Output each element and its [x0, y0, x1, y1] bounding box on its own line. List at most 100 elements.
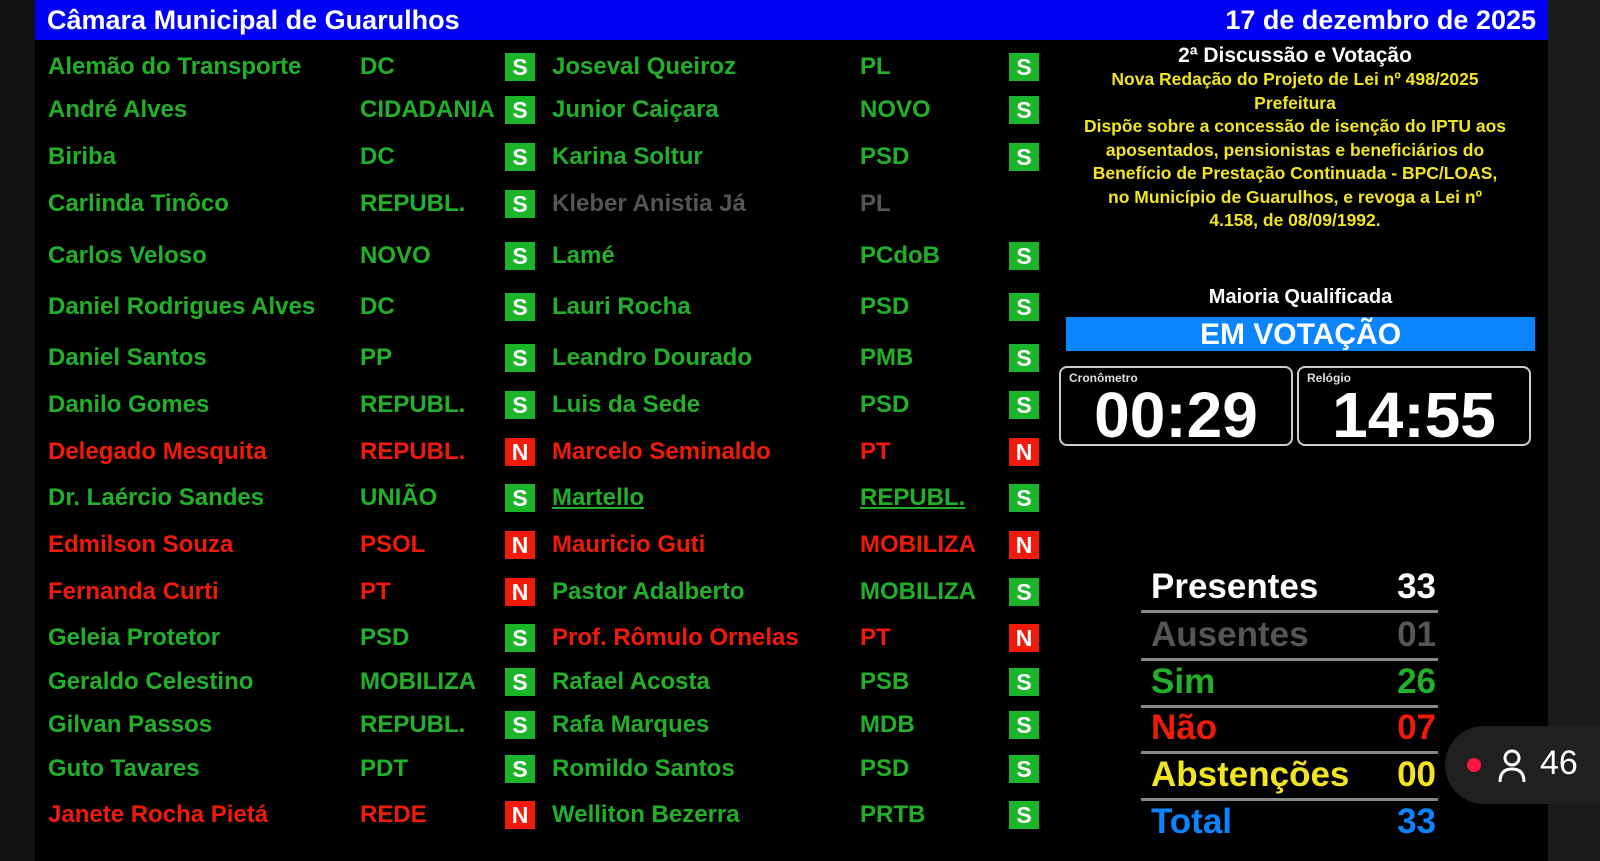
stat-total: Total 33: [1141, 799, 1438, 845]
vote-badge: N: [505, 801, 535, 829]
councillor-party: PT: [860, 438, 891, 465]
stat-value: 01: [1397, 615, 1436, 654]
bill-info: 2ª Discussão e Votação Nova Redação do P…: [1050, 44, 1540, 233]
vote-badge: S: [505, 143, 535, 171]
clock-label: Relógio: [1307, 371, 1351, 385]
live-dot-icon: [1467, 758, 1481, 772]
councillor-party: PRTB: [860, 801, 926, 828]
vote-badge: S: [505, 190, 535, 218]
councillor-name: Edmilson Souza: [48, 531, 234, 558]
vote-badge: S: [505, 53, 535, 81]
councillor-name: Karina Soltur: [552, 143, 703, 170]
councillor-party: DC: [360, 143, 395, 170]
councillor-party: MDB: [860, 711, 915, 738]
councillor-party: REDE: [360, 801, 427, 828]
councillor-name: Daniel Rodrigues Alves: [48, 293, 316, 320]
councillor-party: REPUBL.: [360, 391, 466, 418]
vote-badge: S: [1009, 143, 1039, 171]
councillor-party: PSOL: [360, 531, 426, 558]
councillor-party: PMB: [860, 344, 914, 371]
councillor-party: DC: [360, 53, 395, 80]
vote-badge: S: [1009, 801, 1039, 829]
councillor-name: Carlos Veloso: [48, 242, 207, 269]
councillor-party: PP: [360, 344, 393, 371]
councillor-name: Rafa Marques: [552, 711, 710, 738]
vote-badge: N: [1009, 531, 1039, 559]
councillor-party: MOBILIZA: [860, 531, 976, 558]
bill-text-line: Dispõe sobre a concessão de isenção do I…: [1083, 116, 1507, 136]
vote-badge: S: [505, 96, 535, 124]
councillor-party: PSD: [860, 293, 910, 320]
councillor-name: Alemão do Transporte: [48, 53, 302, 80]
councillor-name: Rafael Acosta: [552, 668, 710, 695]
councillor-name: Romildo Santos: [552, 755, 735, 782]
chronometer-value: 00:29: [1094, 379, 1258, 451]
session-type: 2ª Discussão e Votação: [1178, 44, 1412, 67]
councillor-party: PL: [860, 53, 891, 80]
vote-badge: N: [1009, 438, 1039, 466]
vote-badge: S: [1009, 293, 1039, 321]
councillor-name: Guto Tavares: [48, 755, 200, 782]
councillor-name: Geraldo Celestino: [48, 668, 254, 695]
stat-label: Abstenções: [1151, 755, 1350, 794]
councillor-name: Fernanda Curti: [48, 578, 219, 605]
vote-badge: N: [505, 438, 535, 466]
voting-status-banner: EM VOTAÇÃO: [1066, 317, 1535, 351]
vote-badge: S: [505, 711, 535, 739]
vote-badge: S: [1009, 391, 1039, 419]
councillor-party: PL: [860, 190, 891, 217]
vote-badge: S: [505, 668, 535, 696]
bill-text-line: aposentados, pensionistas e beneficiário…: [1105, 139, 1485, 160]
councillor-name: Danilo Gomes: [48, 391, 210, 418]
stat-label: Ausentes: [1151, 615, 1309, 654]
stat-label: Não: [1151, 708, 1218, 747]
councillor-party: REPUBL.: [360, 190, 466, 217]
bill-text-line: 4.158, de 08/09/1992.: [1209, 210, 1381, 230]
vote-badge: N: [505, 531, 535, 559]
clock: Relógio 14:55: [1297, 366, 1531, 450]
councillor-name: Kleber Anistia Já: [552, 190, 746, 217]
councillor-party: REPUBL.: [360, 438, 466, 465]
councillor-party: REPUBL.: [360, 711, 466, 738]
vote-badge: S: [505, 484, 535, 512]
councillor-name: Carlinda Tinôco: [48, 190, 229, 217]
councillor-party: PCdoB: [860, 242, 940, 269]
vote-badge: S: [505, 242, 535, 270]
vote-badge: S: [1009, 242, 1039, 270]
vote-badge: S: [1009, 484, 1039, 512]
vote-badge: S: [1009, 53, 1039, 81]
stat-value: 26: [1397, 662, 1436, 701]
stat-label: Presentes: [1151, 567, 1319, 606]
councillor-party: PDT: [360, 755, 408, 782]
councillor-name: Welliton Bezerra: [552, 801, 740, 828]
stat-label: Sim: [1151, 662, 1216, 701]
councillor-name: Pastor Adalberto: [552, 578, 745, 605]
stat-value: 00: [1397, 755, 1436, 794]
councillor-party: PSD: [860, 755, 910, 782]
chronometer: Cronômetro 00:29: [1059, 366, 1293, 450]
viewer-count: 46: [1540, 744, 1578, 782]
councillor-party: NOVO: [360, 242, 431, 269]
councillor-name: Geleia Protetor: [48, 624, 221, 651]
bill-text-line: Prefeitura: [1254, 92, 1336, 113]
councillor-party: PSD: [860, 391, 910, 418]
stat-value: 33: [1397, 567, 1436, 606]
councillor-name: Daniel Santos: [48, 344, 207, 371]
councillor-party: PSB: [860, 668, 910, 695]
header-bar: Câmara Municipal de Guarulhos 17 de deze…: [35, 0, 1548, 40]
councillor-name: Dr. Laércio Sandes: [48, 484, 265, 511]
stat-ausentes: Ausentes 01: [1141, 612, 1438, 661]
councillor-name: Lauri Rocha: [552, 293, 691, 320]
councillor-party: PSD: [860, 143, 910, 170]
person-icon: [1498, 749, 1526, 783]
councillor-party: REPUBL.: [860, 484, 966, 511]
vote-badge: S: [505, 344, 535, 372]
vote-badge: S: [1009, 668, 1039, 696]
councillor-name: Joseval Queiroz: [552, 53, 737, 80]
bill-text-line: Nova Redação do Projeto de Lei nº 498/20…: [1111, 69, 1479, 89]
stat-label: Total: [1151, 802, 1233, 841]
stat-presentes: Presentes 33: [1141, 564, 1438, 613]
councillor-name: Mauricio Guti: [552, 531, 706, 558]
councillor-name: Prof. Rômulo Ornelas: [552, 624, 799, 651]
vote-badge: S: [1009, 711, 1039, 739]
